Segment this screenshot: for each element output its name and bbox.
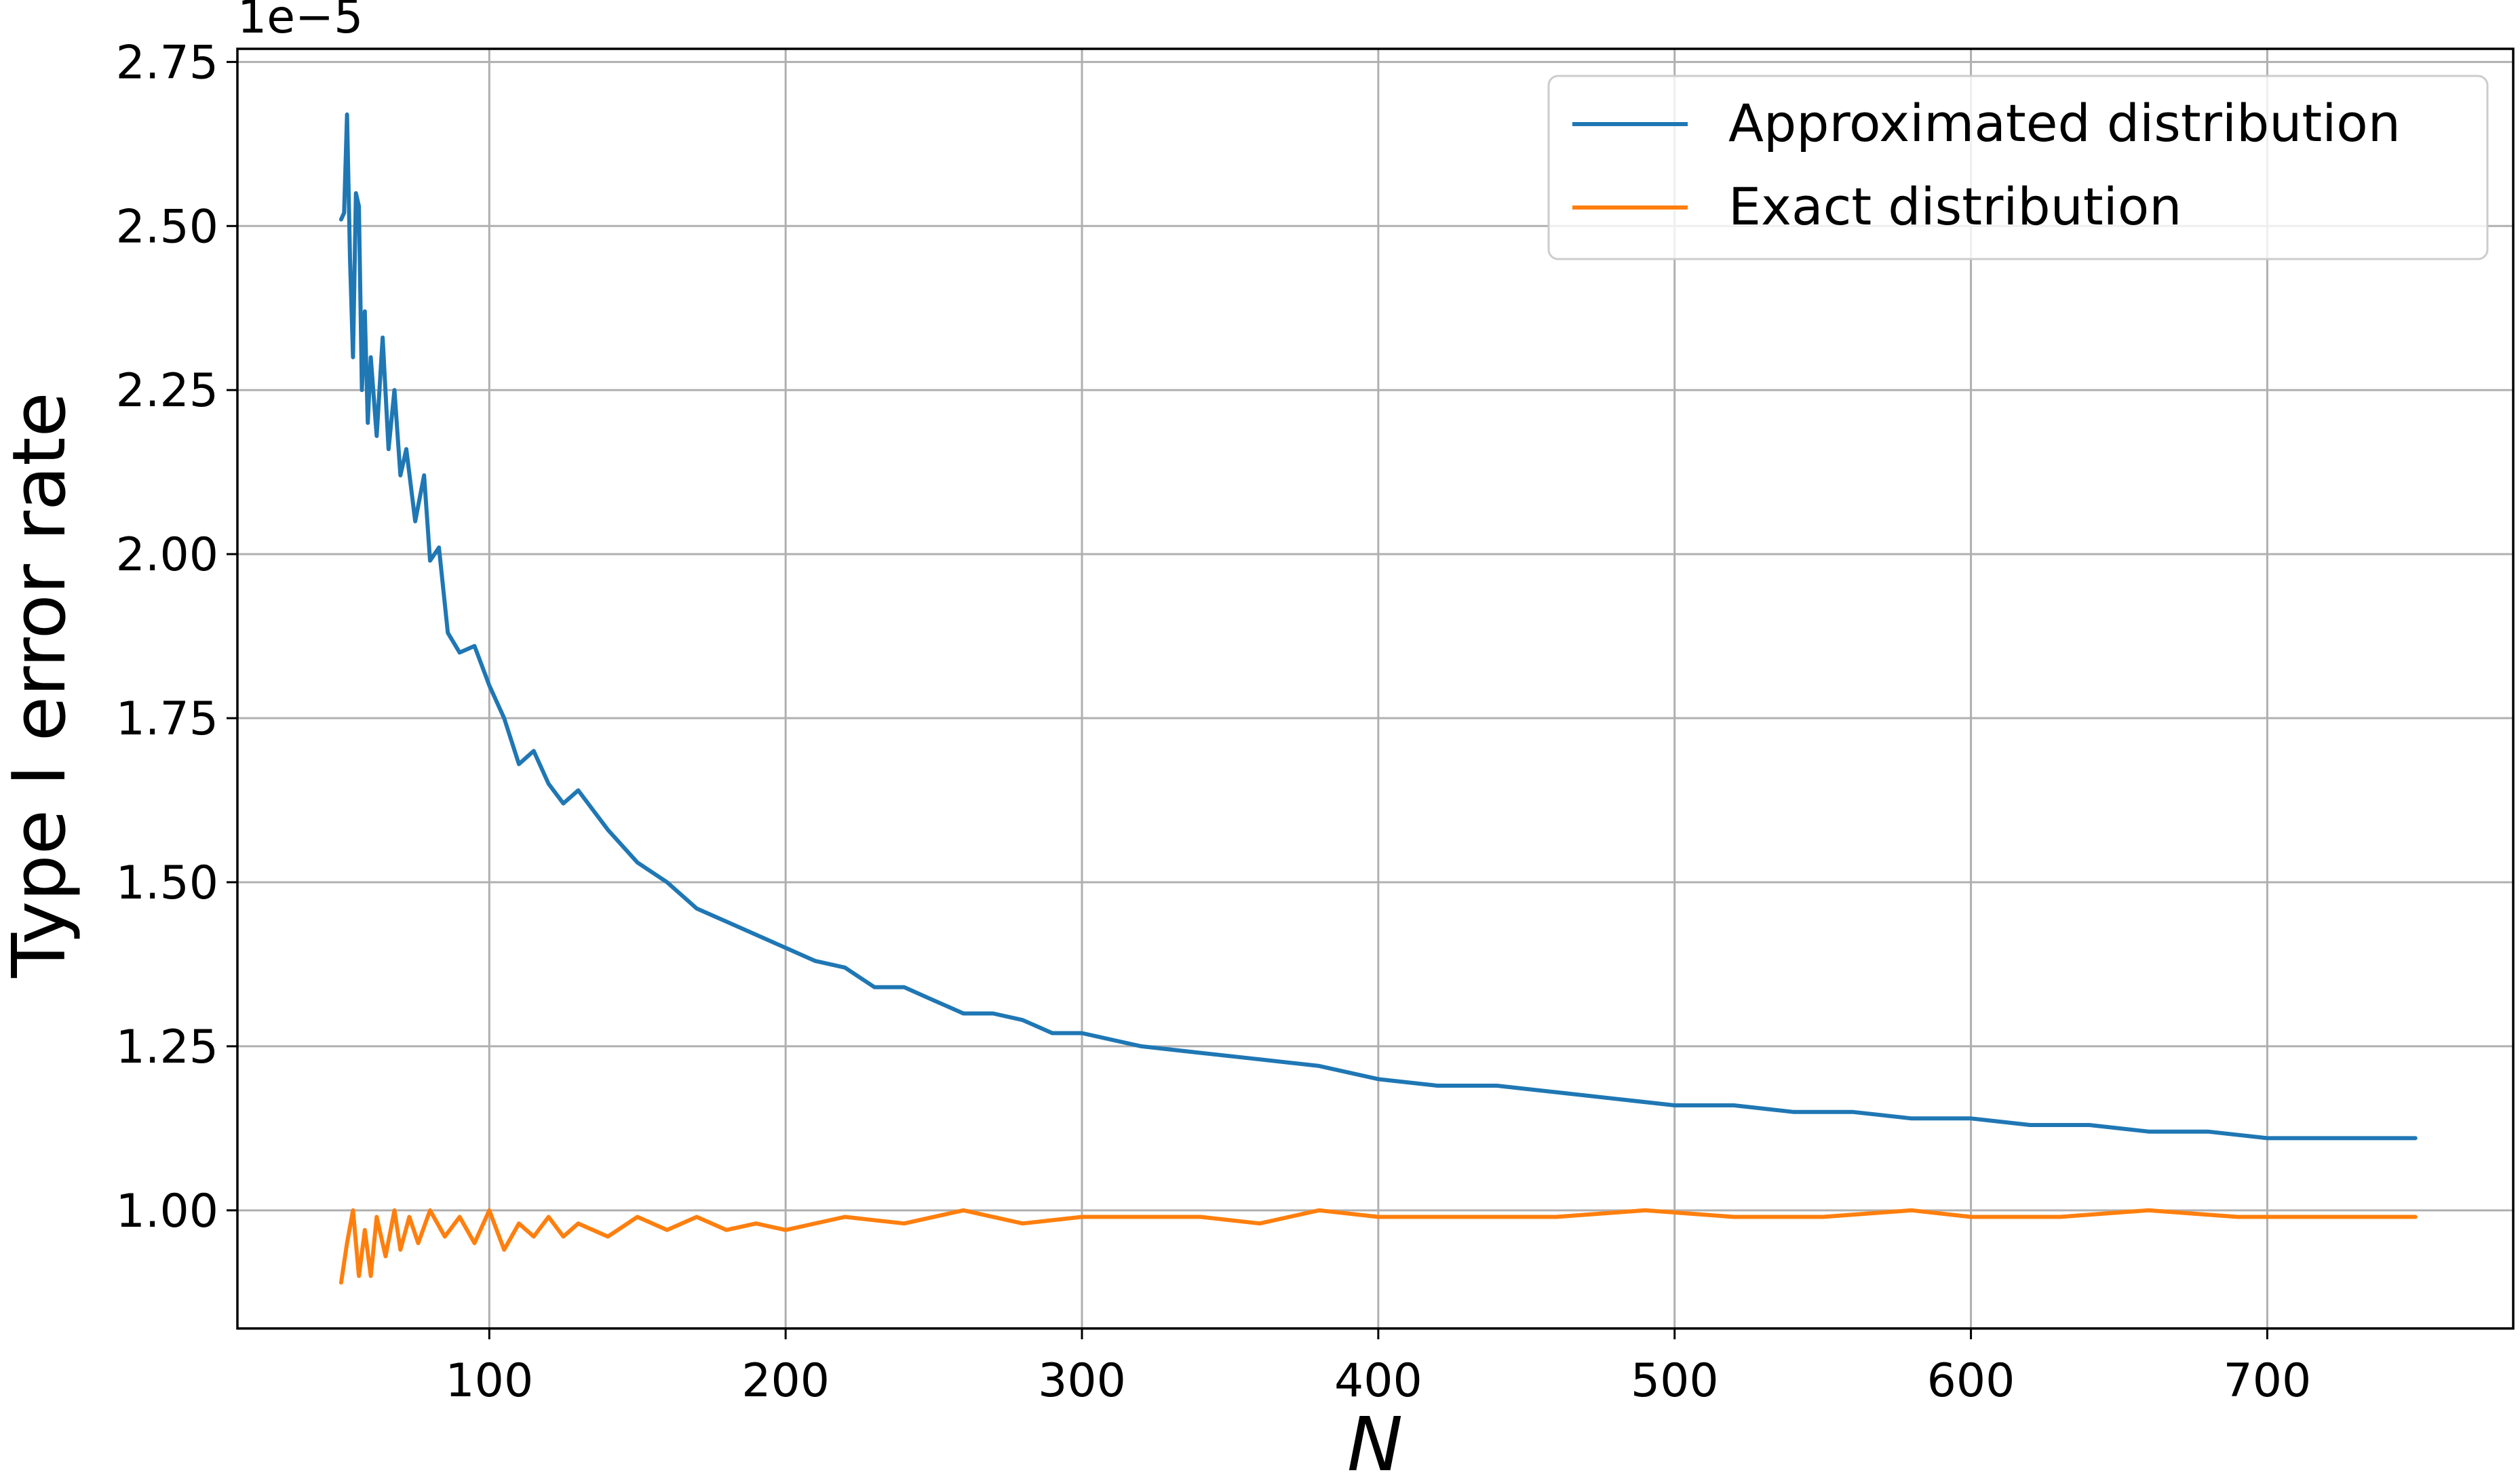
y-axis-ticks: 1.00 1.25 1.50 1.75 2.00 2.25 2.50 2.75 (116, 36, 237, 1238)
y-tick-label: 1.75 (116, 692, 218, 746)
x-tick-label: 700 (2224, 1354, 2312, 1408)
y-tick-label: 2.00 (116, 528, 218, 582)
x-axis-title: N (1347, 1401, 1403, 1479)
x-tick-label: 500 (1631, 1354, 1719, 1408)
plot-area (237, 49, 2513, 1328)
x-axis-ticks: 100 200 300 400 500 600 700 (445, 1328, 2311, 1408)
y-tick-label: 1.00 (116, 1185, 218, 1238)
y-tick-label: 2.75 (116, 36, 218, 90)
x-tick-label: 600 (1927, 1354, 2015, 1408)
series-line-0 (338, 112, 2418, 1141)
plot-frame (236, 47, 2515, 1330)
y-offset-label: 1e−5 (237, 0, 363, 44)
y-axis-title: Type I error rate (0, 392, 82, 979)
series-layer (338, 112, 2418, 1285)
series-line-1 (338, 1208, 2418, 1285)
legend-box (1547, 75, 2489, 260)
x-tick-label: 400 (1334, 1354, 1422, 1408)
y-tick-label: 2.50 (116, 200, 218, 254)
x-tick-label: 300 (1038, 1354, 1126, 1408)
y-tick-label: 1.25 (116, 1021, 218, 1074)
y-tick-label: 1.50 (116, 856, 218, 910)
legend-label-exact: Exact distribution (1728, 176, 2182, 237)
y-tick-label: 2.25 (116, 364, 218, 418)
x-tick-label: 200 (741, 1354, 830, 1408)
legend: Approximated distribution Exact distribu… (1547, 75, 2489, 260)
x-tick-label: 100 (445, 1354, 533, 1408)
legend-label-approximated: Approximated distribution (1728, 93, 2401, 153)
gridlines (237, 49, 2513, 1328)
